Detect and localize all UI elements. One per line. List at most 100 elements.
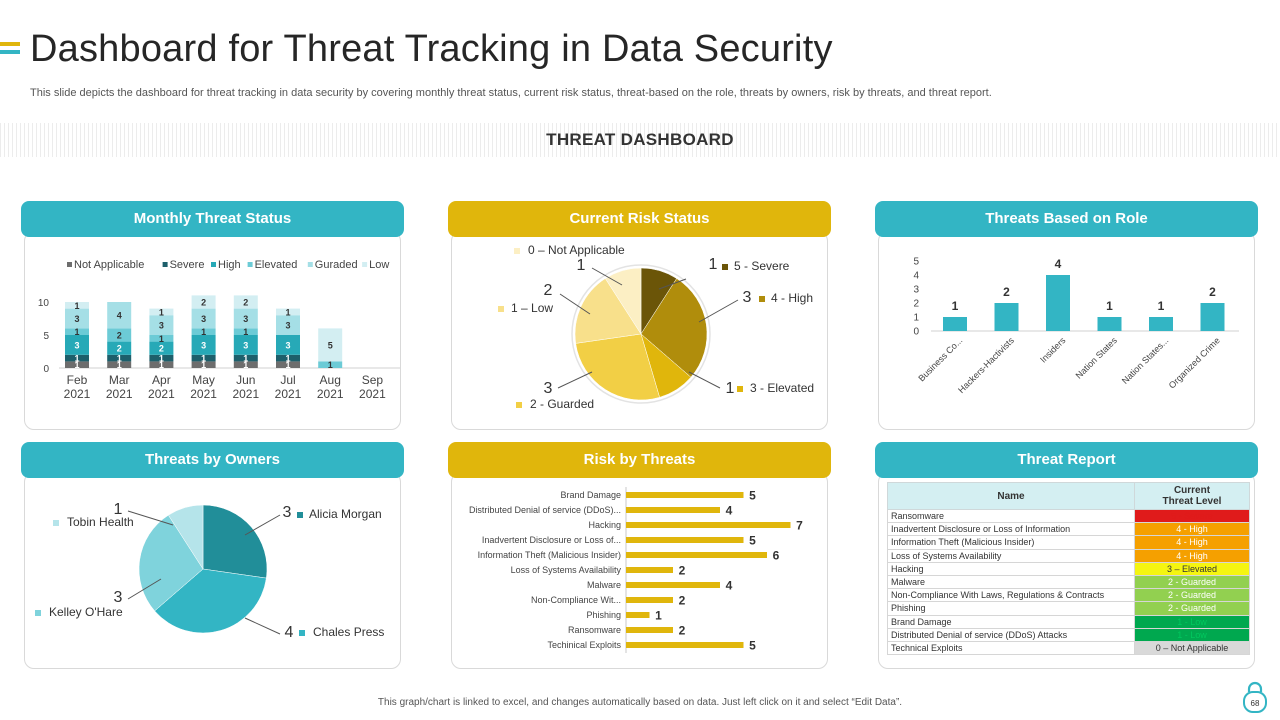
leader-line [688, 371, 721, 389]
role-bar [1149, 317, 1173, 331]
accent-bar-teal [0, 50, 20, 54]
x-tick-label: Aug [320, 373, 341, 387]
bar-segment [65, 335, 89, 355]
risk-slice [574, 278, 642, 344]
bar-segment [65, 302, 89, 309]
y-tick-label: 5 [913, 257, 919, 268]
title-accent-bars [0, 42, 20, 58]
bar-segment [149, 361, 174, 368]
slice-value: 3 [544, 380, 553, 397]
legend-label-3: Elevated [255, 259, 298, 271]
bar-segment [233, 308, 258, 329]
role-chart[interactable]: 0 1 2 3 4 5 1 Business Co... 2 Hackers-Hactivists… [879, 232, 1254, 429]
bar-segment [276, 335, 300, 355]
slice-value: 3 [114, 589, 123, 606]
bar-segment-label: 3 [201, 340, 206, 350]
x-tick-label: 2021 [359, 387, 386, 401]
table-row: Information Theft (Malicious Insider) 4 -… [887, 535, 1250, 550]
bar-segment-label: 1 [285, 360, 290, 370]
y-tick-label: Hacking [588, 520, 621, 530]
pie-ring [571, 264, 711, 404]
y-tick-label: Malware [587, 580, 621, 590]
bar-segment [107, 302, 132, 329]
x-tick-label: 2021 [148, 387, 175, 401]
bar-segment [65, 308, 89, 329]
legend-swatch [53, 520, 59, 526]
legend-swatch [516, 402, 522, 408]
y-tick-label: 5 [43, 331, 49, 342]
threat-report-table: Name Current Threat Level Ransomware 5 - S… [887, 482, 1250, 656]
legend-label-4: Guraded [315, 259, 358, 271]
y-tick-label: Distributed Denial of service (DDoS)... [469, 505, 621, 515]
legend-swatch [299, 630, 305, 636]
bar-segment-label: 2 [117, 331, 122, 341]
bar-segment-label: 1 [159, 354, 164, 364]
y-tick-label: Brand Damage [560, 490, 621, 500]
table-row: Distributed Denial of service (DDoS) Att… [887, 627, 1250, 642]
table-row: Loss of Systems Availability 4 - High [887, 548, 1250, 563]
bar-segment [149, 341, 174, 355]
legend-swatch-3 [247, 262, 253, 267]
role-panel: Threats Based on Role 0 1 2 3 4 5 1 Business Co… [875, 201, 1258, 430]
threat-bar-value: 1 [655, 609, 662, 623]
x-tick-label: Feb [67, 373, 88, 387]
lock-icon: 68 [1243, 681, 1267, 713]
risk-threats-body[interactable]: Brand Damage 5 Distributed Denial of servi… [451, 472, 828, 669]
role-body[interactable]: 0 1 2 3 4 5 1 Business Co... 2 Hackers-Hactivists… [878, 231, 1255, 430]
x-tick-label: Jul [280, 373, 295, 387]
role-header: Threats Based on Role [875, 201, 1258, 237]
legend-label-0: Not Applicable [74, 259, 144, 271]
role-bar-value: 1 [1158, 299, 1165, 313]
leader-line [127, 510, 174, 526]
legend-swatch [35, 610, 41, 616]
threat-bar-value: 2 [679, 564, 686, 578]
slice-label: 1 – Low [511, 301, 553, 315]
table-row: Ransomware 5 - Severe [887, 508, 1250, 524]
slice-value: 2 [544, 282, 553, 299]
bar-segment [276, 308, 300, 316]
monthly-threat-body[interactable]: Not Applicable Severe High Elevated Guraded L… [24, 231, 405, 430]
threat-bar [626, 522, 791, 528]
y-tick-label: 0 [913, 327, 919, 338]
owners-panel: Threats by Owners 3 Alicia Morgan 4 Chales … [21, 442, 404, 669]
owners-body[interactable]: 3 Alicia Morgan 4 Chales Press 3 Kelley O'Har… [24, 472, 401, 669]
threat-bar-value: 4 [726, 579, 733, 593]
report-threat-level: 4 - High [1134, 522, 1250, 537]
slide-subtitle: This slide depicts the dashboard for thr… [30, 87, 992, 99]
report-threat-level: 4 - High [1134, 548, 1250, 563]
legend-swatch [759, 296, 765, 302]
owner-slice [154, 568, 267, 634]
x-tick-label: May [192, 373, 215, 387]
owner-slice [168, 504, 204, 570]
x-tick-label: 2021 [275, 387, 302, 401]
y-tick-label: 1 [913, 313, 919, 324]
bar-segment-label: 1 [328, 360, 333, 370]
x-tick-label: 2021 [190, 387, 217, 401]
x-tick-label: Nation States... [1120, 335, 1171, 386]
monthly-threat-chart[interactable]: Not Applicable Severe High Elevated Guraded L… [25, 232, 405, 429]
legend-swatch-5 [362, 262, 368, 267]
report-threat-level: 2 - Guarded [1134, 574, 1250, 590]
risk-threats-chart[interactable]: Brand Damage 5 Distributed Denial of servi… [452, 473, 827, 668]
threat-bar [626, 597, 673, 603]
role-bar-value: 1 [1106, 299, 1113, 313]
bar-segment-label: 2 [159, 344, 164, 354]
table-row: Inadvertent Disclosure or Loss of Inform… [887, 522, 1250, 537]
report-threat-name: Information Theft (Malicious Insider) [887, 535, 1135, 550]
slide-title: Dashboard for Threat Tracking in Data Se… [30, 28, 833, 70]
report-threat-name: Non-Compliance With Laws, Regulations & … [887, 588, 1135, 603]
threat-bar [626, 507, 720, 513]
threat-bar [626, 612, 650, 618]
threat-bar-value: 2 [679, 594, 686, 608]
bar-segment [191, 328, 216, 335]
role-bar-value: 2 [1003, 285, 1010, 299]
legend-swatch-1 [162, 262, 168, 267]
legend-swatch [722, 264, 728, 270]
x-tick-label: Hackers-Hactivists [956, 335, 1016, 395]
report-threat-level: 4 - High [1134, 535, 1250, 550]
risk-threats-header: Risk by Threats [448, 442, 831, 478]
slice-value: 4 [285, 624, 294, 641]
